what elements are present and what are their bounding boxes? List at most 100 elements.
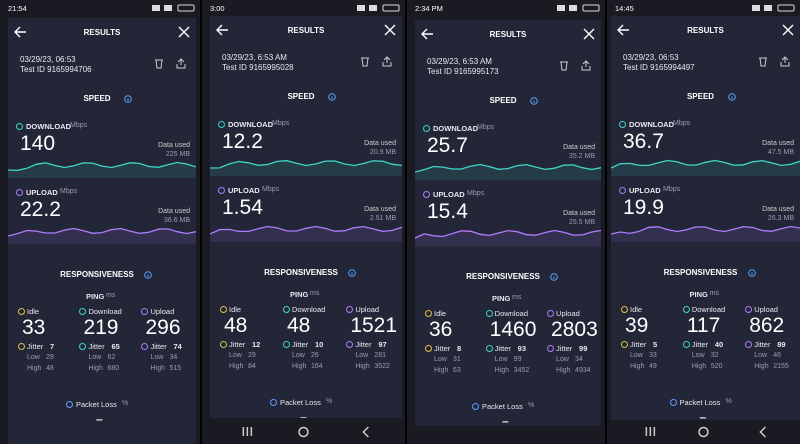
back-button[interactable]: [421, 28, 435, 40]
info-button[interactable]: [530, 97, 538, 105]
high-value: 680: [107, 365, 120, 372]
data-used-value: 25.5 MB: [568, 219, 595, 226]
phone-screenshot: 21:54 RESULTS 03/29/23, 06:53 Test ID 91659…: [0, 0, 200, 444]
info-button[interactable]: [727, 93, 736, 101]
download-ping-icon: [79, 308, 87, 315]
download-ping-value: 219: [83, 316, 119, 339]
share-button[interactable]: [176, 58, 186, 69]
back-button[interactable]: [617, 24, 631, 36]
jitter-label: Jitter: [27, 342, 44, 351]
download-label: DOWNLOAD: [629, 120, 674, 129]
delete-button[interactable]: [559, 60, 569, 71]
low-label: Low: [754, 352, 768, 359]
close-button[interactable]: [178, 26, 190, 38]
info-button[interactable]: [348, 269, 356, 277]
packet-loss-label: Packet Loss: [280, 398, 321, 407]
jitter-label: Jitter: [229, 340, 246, 349]
responsiveness-heading: RESPONSIVENESS: [60, 270, 134, 279]
jitter-label: Jitter: [556, 344, 573, 353]
close-button[interactable]: [782, 24, 794, 36]
results-title: RESULTS: [687, 26, 724, 35]
close-button[interactable]: [583, 28, 595, 40]
jitter-value: 97: [378, 340, 387, 349]
status-time: 3:00: [210, 4, 225, 13]
test-id: Test ID 9165994706: [20, 65, 92, 74]
upload-icon: [218, 187, 225, 194]
responsiveness-heading: RESPONSIVENESS: [466, 272, 540, 281]
upload-ping-label: Upload: [355, 305, 380, 314]
low-label: Low: [27, 354, 40, 361]
jitter-label: Jitter: [88, 342, 105, 351]
percent-unit: %: [122, 400, 129, 407]
ping-unit: ms: [106, 292, 116, 299]
close-button[interactable]: [384, 24, 396, 36]
delete-button[interactable]: [360, 56, 370, 67]
delete-button[interactable]: [758, 56, 768, 67]
navigation-bar[interactable]: [607, 422, 800, 442]
status-time: 2:34 PM: [415, 4, 443, 13]
test-date: 03/29/23, 6:53 AM: [427, 57, 492, 66]
download-ping-label: Download: [494, 309, 529, 318]
upload-icon: [16, 189, 23, 196]
back-button[interactable]: [14, 26, 28, 38]
download-ping-icon: [682, 306, 690, 313]
packet-loss-icon: [472, 403, 479, 410]
jitter-icon: [547, 345, 555, 352]
jitter-icon: [282, 341, 290, 348]
upload-ping-icon: [547, 310, 555, 317]
info-button[interactable]: [328, 93, 336, 101]
jitter-icon: [425, 345, 432, 352]
share-button[interactable]: [780, 56, 790, 67]
share-button[interactable]: [581, 60, 591, 71]
delete-button[interactable]: [154, 58, 164, 69]
upload-ping-value: 862: [749, 314, 785, 337]
idle-ping-icon: [425, 310, 432, 317]
idle-ping-value: 33: [22, 316, 46, 339]
upload-ping-label: Upload: [754, 305, 778, 314]
info-button[interactable]: [144, 271, 152, 279]
jitter-label: Jitter: [355, 340, 372, 349]
jitter-value: 93: [517, 344, 527, 353]
jitter-label: Jitter: [150, 342, 167, 351]
upload-label: UPLOAD: [433, 190, 465, 199]
high-value: 520: [710, 363, 723, 370]
status-time: 14:45: [615, 4, 634, 13]
info-button[interactable]: [747, 269, 756, 277]
packet-loss-value: –: [502, 414, 509, 426]
results-title: RESULTS: [489, 30, 527, 39]
test-id: Test ID 9165995173: [427, 67, 499, 76]
test-date: 03/29/23, 06:53: [623, 53, 679, 62]
ping-unit: ms: [310, 290, 320, 297]
upload-ping-icon: [346, 306, 354, 313]
jitter-icon: [621, 341, 628, 348]
phone-screenshot: 2:34 PM RESULTS 03/29/23, 6:53 AM Test ID 9…: [407, 0, 605, 444]
jitter-icon: [18, 343, 25, 350]
share-button[interactable]: [382, 56, 392, 67]
percent-unit: %: [528, 402, 535, 409]
info-button[interactable]: [550, 273, 558, 281]
status-icons: [152, 4, 195, 12]
low-label: Low: [291, 352, 305, 359]
speed-heading: SPEED: [489, 96, 517, 105]
jitter-value: 10: [314, 340, 324, 349]
jitter-value: 5: [653, 340, 658, 349]
high-label: High: [691, 363, 707, 370]
idle-ping-label: Idle: [630, 305, 643, 314]
packet-loss-label: Packet Loss: [679, 398, 721, 407]
low-value: 99: [513, 356, 522, 363]
jitter-icon: [485, 345, 493, 352]
phone-screenshot: 14:45 RESULTS 03/29/23, 06:53 Test ID 91659…: [607, 0, 800, 444]
speed-heading: SPEED: [83, 94, 111, 103]
back-button[interactable]: [216, 24, 230, 36]
download-graph: [8, 161, 196, 178]
low-label: Low: [494, 356, 508, 363]
high-value: 3452: [513, 367, 530, 374]
navigation-bar[interactable]: [202, 422, 405, 442]
high-value: 515: [169, 365, 182, 372]
info-button[interactable]: [124, 95, 132, 103]
jitter-icon: [682, 341, 690, 348]
status-icons: [752, 4, 795, 12]
low-value: 62: [107, 354, 116, 361]
high-value: 63: [453, 367, 461, 374]
download-value: 25.7: [427, 134, 468, 157]
